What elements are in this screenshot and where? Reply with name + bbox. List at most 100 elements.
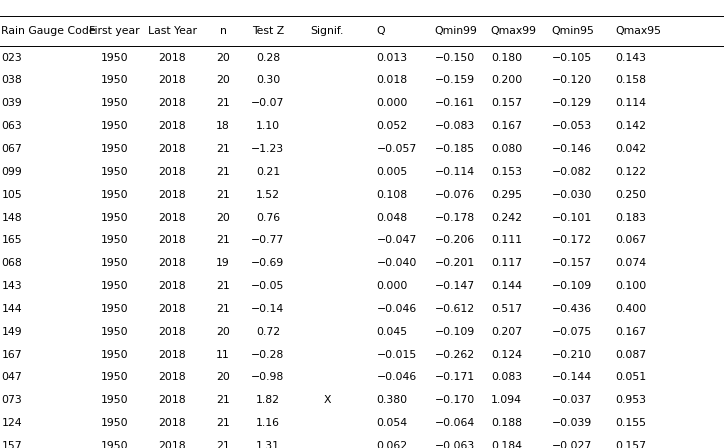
Text: 2018: 2018: [159, 121, 186, 131]
Text: −1.23: −1.23: [251, 144, 285, 154]
Text: Qmin95: Qmin95: [552, 26, 594, 36]
Text: 124: 124: [1, 418, 22, 428]
Text: −0.178: −0.178: [434, 212, 474, 223]
Text: 0.953: 0.953: [615, 395, 647, 405]
Text: −0.69: −0.69: [251, 258, 285, 268]
Text: 0.045: 0.045: [376, 327, 408, 337]
Text: 0.21: 0.21: [256, 167, 280, 177]
Text: Last Year: Last Year: [148, 26, 197, 36]
Text: 0.250: 0.250: [615, 190, 647, 200]
Text: −0.047: −0.047: [376, 235, 417, 246]
Text: −0.083: −0.083: [434, 121, 475, 131]
Text: 1.82: 1.82: [256, 395, 280, 405]
Text: 1950: 1950: [101, 372, 128, 383]
Text: −0.210: −0.210: [552, 349, 592, 360]
Text: 068: 068: [1, 258, 22, 268]
Text: 0.183: 0.183: [615, 212, 647, 223]
Text: 0.28: 0.28: [256, 52, 280, 63]
Text: 21: 21: [216, 441, 230, 448]
Text: 2018: 2018: [159, 52, 186, 63]
Text: 11: 11: [216, 349, 230, 360]
Text: 0.144: 0.144: [491, 281, 522, 291]
Text: 2018: 2018: [159, 235, 186, 246]
Text: −0.157: −0.157: [552, 258, 592, 268]
Text: 1950: 1950: [101, 258, 128, 268]
Text: 039: 039: [1, 98, 22, 108]
Text: 21: 21: [216, 395, 230, 405]
Text: 0.074: 0.074: [615, 258, 647, 268]
Text: Test Z: Test Z: [252, 26, 284, 36]
Text: −0.015: −0.015: [376, 349, 417, 360]
Text: 0.111: 0.111: [491, 235, 522, 246]
Text: 1950: 1950: [101, 418, 128, 428]
Text: 0.167: 0.167: [615, 327, 647, 337]
Text: 21: 21: [216, 98, 230, 108]
Text: 0.000: 0.000: [376, 98, 408, 108]
Text: 1950: 1950: [101, 441, 128, 448]
Text: 0.018: 0.018: [376, 75, 408, 86]
Text: 0.000: 0.000: [376, 281, 408, 291]
Text: 1950: 1950: [101, 52, 128, 63]
Text: −0.147: −0.147: [434, 281, 474, 291]
Text: 0.087: 0.087: [615, 349, 647, 360]
Text: −0.040: −0.040: [376, 258, 417, 268]
Text: 0.30: 0.30: [256, 75, 280, 86]
Text: X: X: [324, 395, 331, 405]
Text: 0.143: 0.143: [615, 52, 647, 63]
Text: 0.295: 0.295: [491, 190, 522, 200]
Text: −0.146: −0.146: [552, 144, 592, 154]
Text: 21: 21: [216, 235, 230, 246]
Text: Qmin99: Qmin99: [434, 26, 477, 36]
Text: 0.062: 0.062: [376, 441, 408, 448]
Text: 0.117: 0.117: [491, 258, 522, 268]
Text: 2018: 2018: [159, 258, 186, 268]
Text: n: n: [219, 26, 227, 36]
Text: 1950: 1950: [101, 327, 128, 337]
Text: −0.28: −0.28: [251, 349, 285, 360]
Text: 165: 165: [1, 235, 22, 246]
Text: 0.048: 0.048: [376, 212, 408, 223]
Text: 2018: 2018: [159, 212, 186, 223]
Text: 1950: 1950: [101, 98, 128, 108]
Text: 2018: 2018: [159, 349, 186, 360]
Text: −0.101: −0.101: [552, 212, 592, 223]
Text: −0.185: −0.185: [434, 144, 474, 154]
Text: Qmax99: Qmax99: [491, 26, 537, 36]
Text: 0.158: 0.158: [615, 75, 647, 86]
Text: 20: 20: [216, 75, 230, 86]
Text: 1950: 1950: [101, 235, 128, 246]
Text: 047: 047: [1, 372, 22, 383]
Text: 023: 023: [1, 52, 22, 63]
Text: −0.14: −0.14: [251, 304, 285, 314]
Text: 0.167: 0.167: [491, 121, 522, 131]
Text: −0.105: −0.105: [552, 52, 592, 63]
Text: −0.129: −0.129: [552, 98, 592, 108]
Text: −0.063: −0.063: [434, 441, 475, 448]
Text: 2018: 2018: [159, 441, 186, 448]
Text: −0.262: −0.262: [434, 349, 474, 360]
Text: 0.122: 0.122: [615, 167, 647, 177]
Text: −0.172: −0.172: [552, 235, 592, 246]
Text: 0.400: 0.400: [615, 304, 647, 314]
Text: Q: Q: [376, 26, 385, 36]
Text: 0.054: 0.054: [376, 418, 408, 428]
Text: 2018: 2018: [159, 98, 186, 108]
Text: 0.083: 0.083: [491, 372, 522, 383]
Text: −0.77: −0.77: [251, 235, 285, 246]
Text: 143: 143: [1, 281, 22, 291]
Text: 20: 20: [216, 212, 230, 223]
Text: 19: 19: [216, 258, 230, 268]
Text: 0.157: 0.157: [615, 441, 647, 448]
Text: First year: First year: [89, 26, 140, 36]
Text: −0.037: −0.037: [552, 395, 592, 405]
Text: −0.082: −0.082: [552, 167, 592, 177]
Text: 20: 20: [216, 372, 230, 383]
Text: 0.005: 0.005: [376, 167, 408, 177]
Text: −0.98: −0.98: [251, 372, 285, 383]
Text: 1950: 1950: [101, 121, 128, 131]
Text: −0.120: −0.120: [552, 75, 592, 86]
Text: −0.075: −0.075: [552, 327, 592, 337]
Text: −0.161: −0.161: [434, 98, 474, 108]
Text: 1950: 1950: [101, 395, 128, 405]
Text: 21: 21: [216, 281, 230, 291]
